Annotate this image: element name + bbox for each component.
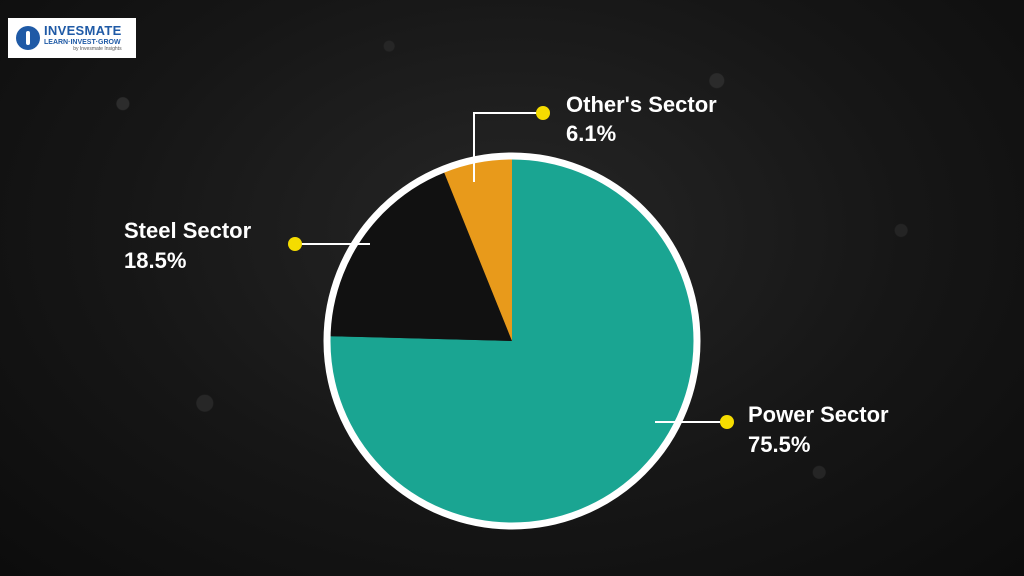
callout-others-leader [473,112,543,182]
pie-outline [323,152,701,530]
slice-steel [327,169,512,341]
label-steel-value: 18.5% [124,248,186,273]
callout-power-dot [720,415,734,429]
callout-others: Other's Sector 6.1% [473,92,717,182]
brand-logo: INVESMATE LEARN·INVEST·GROW by Invesmate… [8,18,136,58]
brand-mark-icon [16,26,40,50]
label-others-value: 6.1% [566,121,616,146]
label-power-value: 75.5% [748,432,810,457]
label-steel-name: Steel Sector [124,218,252,243]
brand-tagline: LEARN·INVEST·GROW [44,39,121,46]
callout-others-dot [536,106,550,120]
callout-steel-dot [288,237,302,251]
brand-name: INVESMATE [44,23,122,38]
label-others-name: Other's Sector [566,92,717,117]
slice-others [442,156,512,341]
callout-power: Power Sector 75.5% [655,402,889,457]
pie-slices [327,156,697,526]
callout-steel: Steel Sector 18.5% [124,218,370,273]
label-power-name: Power Sector [748,402,889,427]
brand-byline: by Invesmate Insights [73,46,122,52]
